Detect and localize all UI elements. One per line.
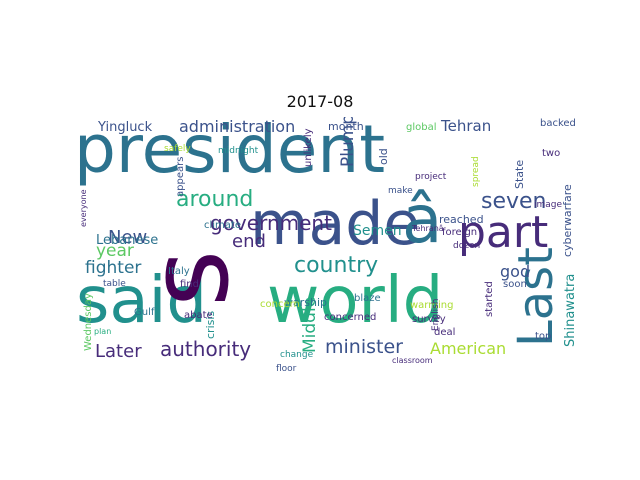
word-two: two [542,148,561,159]
word-english: English [431,298,441,332]
word-shinawatra: Shinawatra [563,273,578,347]
word-made: made [250,189,421,259]
word-abate: abate [184,310,213,321]
word-god: god [500,262,531,281]
word-fighter: fighter [85,258,142,278]
word-unlikely: unlikely [303,128,314,167]
word-president: president [74,117,386,188]
word-said: said [76,264,207,338]
word-survey: survey [412,314,446,325]
word-safely: safely [164,144,191,154]
word-dozen: dozen [453,241,481,251]
word-make: make [388,186,413,196]
word-plan: plan [94,327,112,336]
word-backed: backed [540,118,576,129]
word-gulf: Gulf [134,307,155,318]
word-part: part [458,207,549,258]
word-warship: warship [284,296,328,309]
word-end: end [232,231,266,252]
word-climate: climate [204,220,241,231]
word-project: project [415,172,447,182]
word-deal: deal [434,327,456,338]
word-government: government [210,211,332,235]
word-reached: reached [439,213,484,226]
word-floor: floor [276,364,297,373]
word-old: old [377,148,390,165]
word-wednesday: Wednesday [83,293,94,351]
word-image: image [534,200,563,210]
word-authority: authority [160,337,252,361]
word-semen: Semen [353,223,402,239]
word-warming: warming [410,300,454,311]
word-later: Later [95,341,142,362]
word-midnight: midnight [218,146,259,156]
word-everyone: everyone [79,189,88,228]
word-cyberwarfare: cyberwarfare [561,184,574,257]
word-country: country [294,253,379,278]
word-blaze: blaze [354,293,381,304]
word-tehran: Tehran [441,117,492,135]
word-italy: Italy [168,266,190,277]
word-find: find [180,279,199,290]
word-a-hat: â [402,181,443,258]
word-tehrana: Tehranâ [412,224,444,233]
word-world: world [267,264,444,338]
word-around: around [176,187,254,212]
chart-title: 2017-08 [286,92,354,111]
word-month: month [328,120,364,133]
word-cloud: president said world made â part s Last … [72,117,582,372]
word-started: started [484,281,495,317]
word-new: New [108,227,148,248]
word-concern: concern [260,299,300,310]
word-concerned: concerned [324,312,377,323]
word-foreign: foreign [442,227,478,238]
word-table: table [103,279,126,289]
word-lebanese: Lebanese [96,233,159,248]
word-minister: minister [325,336,403,358]
word-year: year [96,241,134,261]
word-administration: administration [179,117,296,136]
word-global: global [406,122,437,133]
word-classroom: classroom [392,356,433,365]
word-state: State [513,159,526,189]
word-change: change [280,350,314,360]
word-seven: seven [481,189,547,214]
word-yingluck: Yingluck [98,120,153,135]
word-top: top [535,331,552,342]
word-spread: spread [471,156,481,187]
word-appears: appears [175,156,186,197]
word-soon: soon [503,279,527,290]
word-american: American [430,339,507,358]
